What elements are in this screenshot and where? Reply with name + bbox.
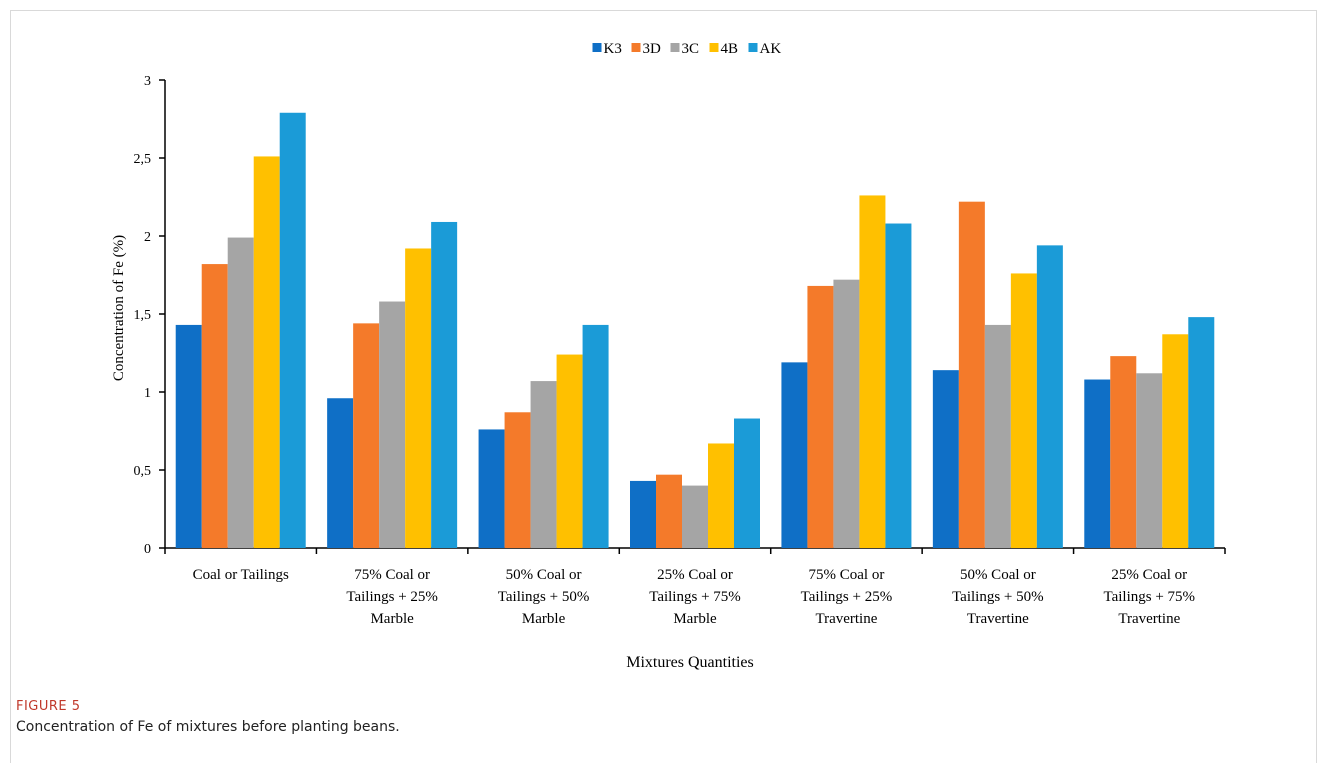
bar-k3-5 (932, 370, 959, 548)
legend-swatch-ak (748, 43, 758, 52)
y-tick-label: 3 (144, 74, 151, 89)
figure-caption: Concentration of Fe of mixtures before p… (16, 719, 400, 735)
bar-3c-0 (227, 237, 254, 548)
bar-k3-4 (781, 362, 808, 548)
bar-3d-5 (958, 201, 985, 548)
y-tick-label: 0,5 (134, 464, 152, 479)
bar-ak-2 (582, 324, 609, 548)
bar-ak-6 (1188, 317, 1215, 548)
legend: K3 3D 3C 4B AK (592, 41, 782, 57)
bar-k3-0 (175, 324, 202, 548)
bars (175, 112, 1215, 549)
bar-k3-1 (327, 398, 354, 548)
bar-k3-3 (630, 480, 656, 548)
legend-label-3c: 3C (682, 41, 700, 57)
bar-3c-2 (530, 381, 557, 548)
legend-swatch-3d (631, 43, 641, 52)
bar-ak-5 (1036, 245, 1063, 549)
x-tick-label: Coal or Tailings (193, 567, 289, 583)
bar-3c-6 (1136, 373, 1163, 548)
bar-4b-5 (1010, 273, 1037, 548)
x-tick-label: 25% Coal or Tailings + 75% Marble (649, 567, 741, 627)
bar-4b-4 (859, 195, 886, 548)
y-axis: 0 0,5 1 1,5 2 2,5 3 (134, 74, 166, 557)
x-axis-label: Mixtures Quantities (626, 654, 754, 671)
y-tick-label: 1 (144, 386, 151, 401)
bar-ak-3 (734, 418, 760, 548)
y-tick-label: 1,5 (134, 308, 152, 323)
bar-3d-3 (656, 474, 682, 548)
x-tick-label: 75% Coal or Tailings + 25% Travertine (801, 567, 893, 627)
bar-3c-4 (833, 279, 860, 548)
legend-label-3d: 3D (643, 41, 662, 57)
bar-4b-6 (1162, 334, 1189, 548)
y-axis-label: Concentration of Fe (%) (111, 235, 127, 381)
bar-4b-1 (405, 248, 432, 549)
figure-frame (10, 10, 1317, 763)
figure-label: FIGURE 5 (16, 699, 81, 714)
bar-ak-4 (885, 223, 912, 548)
x-tick-label: 50% Coal or Tailings + 50% Marble (498, 567, 590, 627)
bar-4b-3 (708, 443, 734, 548)
legend-swatch-4b (709, 43, 719, 52)
bar-k3-2 (478, 429, 505, 548)
legend-swatch-k3 (592, 43, 602, 52)
bar-3d-4 (807, 285, 834, 548)
bar-3d-6 (1110, 356, 1137, 548)
bar-3c-3 (682, 485, 708, 548)
bar-3d-0 (201, 264, 228, 548)
x-axis: Coal or Tailings 75% Coal or Tailings + 25… (164, 547, 1226, 627)
x-tick-label: 25% Coal or Tailings + 75% Travertine (1103, 567, 1195, 627)
legend-label-4b: 4B (721, 41, 739, 57)
bar-3d-1 (353, 323, 380, 548)
bar-ak-1 (431, 221, 458, 548)
bar-3d-2 (504, 412, 531, 548)
y-tick-label: 0 (144, 542, 151, 557)
y-tick-label: 2 (144, 230, 151, 245)
legend-swatch-3c (670, 43, 680, 52)
bar-3c-5 (984, 324, 1011, 548)
y-tick-label: 2,5 (134, 152, 152, 167)
bar-4b-0 (253, 156, 280, 548)
bar-4b-2 (556, 354, 583, 548)
x-tick-label: 50% Coal or Tailings + 50% Travertine (952, 567, 1044, 627)
legend-label-ak: AK (760, 41, 782, 57)
bar-3c-1 (379, 301, 406, 548)
bar-k3-6 (1084, 379, 1111, 548)
legend-label-k3: K3 (604, 41, 622, 57)
x-tick-label: 75% Coal or Tailings + 25% Marble (346, 567, 438, 627)
bar-ak-0 (279, 112, 306, 548)
